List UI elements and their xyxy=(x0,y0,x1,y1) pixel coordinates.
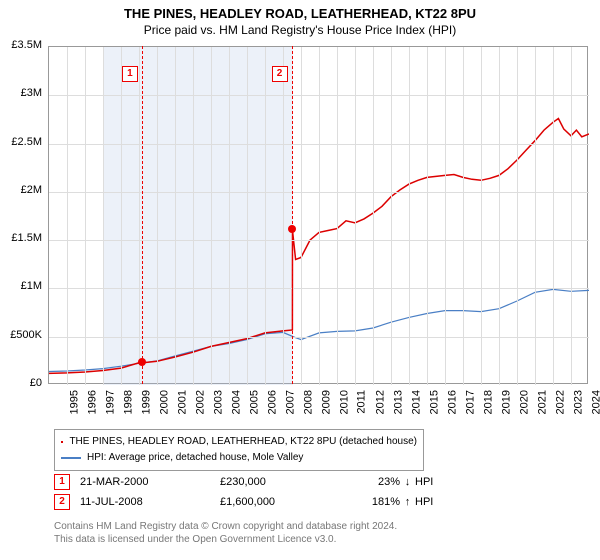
x-tick-label: 2014 xyxy=(410,390,422,414)
y-tick-label: £1.5M xyxy=(0,232,42,244)
x-tick-label: 2004 xyxy=(230,390,242,414)
x-tick-label: 1998 xyxy=(122,390,134,414)
event-marker: 1 xyxy=(122,66,138,82)
transaction-row: 1 21-MAR-2000£230,00023%↓HPI xyxy=(54,472,455,492)
x-tick-label: 2013 xyxy=(392,390,404,414)
y-tick-label: £2.5M xyxy=(0,136,42,148)
transactions-table: 1 21-MAR-2000£230,00023%↓HPI 2 11-JUL-2008£… xyxy=(54,472,455,512)
x-tick-label: 2018 xyxy=(482,390,494,414)
x-tick-label: 2011 xyxy=(356,390,368,414)
x-tick-label: 2019 xyxy=(500,390,512,414)
legend-row: THE PINES, HEADLEY ROAD, LEATHERHEAD, KT… xyxy=(61,434,417,450)
transaction-marker: 2 xyxy=(54,494,70,510)
x-tick-label: 2023 xyxy=(572,390,584,414)
transaction-arrow-icon: ↓ xyxy=(400,476,415,488)
transaction-price: £1,600,000 xyxy=(220,496,330,508)
x-tick-label: 2009 xyxy=(320,390,332,414)
legend-swatch xyxy=(61,457,81,459)
transaction-row: 2 11-JUL-2008£1,600,000181%↑HPI xyxy=(54,492,455,512)
x-tick-label: 2020 xyxy=(518,390,530,414)
transaction-date: 11-JUL-2008 xyxy=(80,496,220,508)
event-dot xyxy=(138,358,146,366)
event-dot xyxy=(288,225,296,233)
x-tick-label: 2005 xyxy=(248,390,260,414)
x-tick-label: 2007 xyxy=(284,390,296,414)
x-tick-label: 2015 xyxy=(428,390,440,414)
x-tick-label: 2000 xyxy=(158,390,170,414)
legend-label: HPI: Average price, detached house, Mole… xyxy=(87,450,303,466)
legend-label: THE PINES, HEADLEY ROAD, LEATHERHEAD, KT… xyxy=(69,434,417,450)
transaction-marker: 1 xyxy=(54,474,70,490)
y-tick-label: £500K xyxy=(0,329,42,341)
transaction-price: £230,000 xyxy=(220,476,330,488)
x-tick-label: 2008 xyxy=(302,390,314,414)
x-tick-label: 1995 xyxy=(68,390,80,414)
footer-line-1: Contains HM Land Registry data © Crown c… xyxy=(54,520,397,533)
legend-swatch xyxy=(61,441,63,443)
event-marker: 2 xyxy=(272,66,288,82)
transaction-rel: HPI xyxy=(415,476,455,488)
x-tick-label: 2017 xyxy=(464,390,476,414)
transaction-pct: 23% xyxy=(330,476,400,488)
x-tick-label: 2001 xyxy=(176,390,188,414)
x-tick-label: 2006 xyxy=(266,390,278,414)
x-tick-label: 2002 xyxy=(194,390,206,414)
y-tick-label: £3M xyxy=(0,87,42,99)
x-tick-label: 2022 xyxy=(554,390,566,414)
y-tick-label: £3.5M xyxy=(0,39,42,51)
transaction-date: 21-MAR-2000 xyxy=(80,476,220,488)
transaction-pct: 181% xyxy=(330,496,400,508)
transaction-arrow-icon: ↑ xyxy=(400,496,415,508)
plot-area xyxy=(48,46,588,384)
x-tick-label: 2016 xyxy=(446,390,458,414)
chart-title: THE PINES, HEADLEY ROAD, LEATHERHEAD, KT… xyxy=(0,0,600,21)
x-tick-label: 2021 xyxy=(536,390,548,414)
x-tick-label: 1999 xyxy=(140,390,152,414)
x-tick-label: 1996 xyxy=(86,390,98,414)
x-tick-label: 1997 xyxy=(104,390,116,414)
chart-subtitle: Price paid vs. HM Land Registry's House … xyxy=(0,21,600,41)
x-tick-label: 2010 xyxy=(338,390,350,414)
y-tick-label: £1M xyxy=(0,280,42,292)
legend: THE PINES, HEADLEY ROAD, LEATHERHEAD, KT… xyxy=(54,429,424,471)
transaction-rel: HPI xyxy=(415,496,455,508)
legend-row: HPI: Average price, detached house, Mole… xyxy=(61,450,417,466)
x-tick-label: 2012 xyxy=(374,390,386,414)
y-tick-label: £0 xyxy=(0,377,42,389)
x-tick-label: 2024 xyxy=(590,390,600,414)
footer-attribution: Contains HM Land Registry data © Crown c… xyxy=(54,520,397,546)
footer-line-2: This data is licensed under the Open Gov… xyxy=(54,533,397,546)
y-tick-label: £2M xyxy=(0,184,42,196)
x-tick-label: 2003 xyxy=(212,390,224,414)
